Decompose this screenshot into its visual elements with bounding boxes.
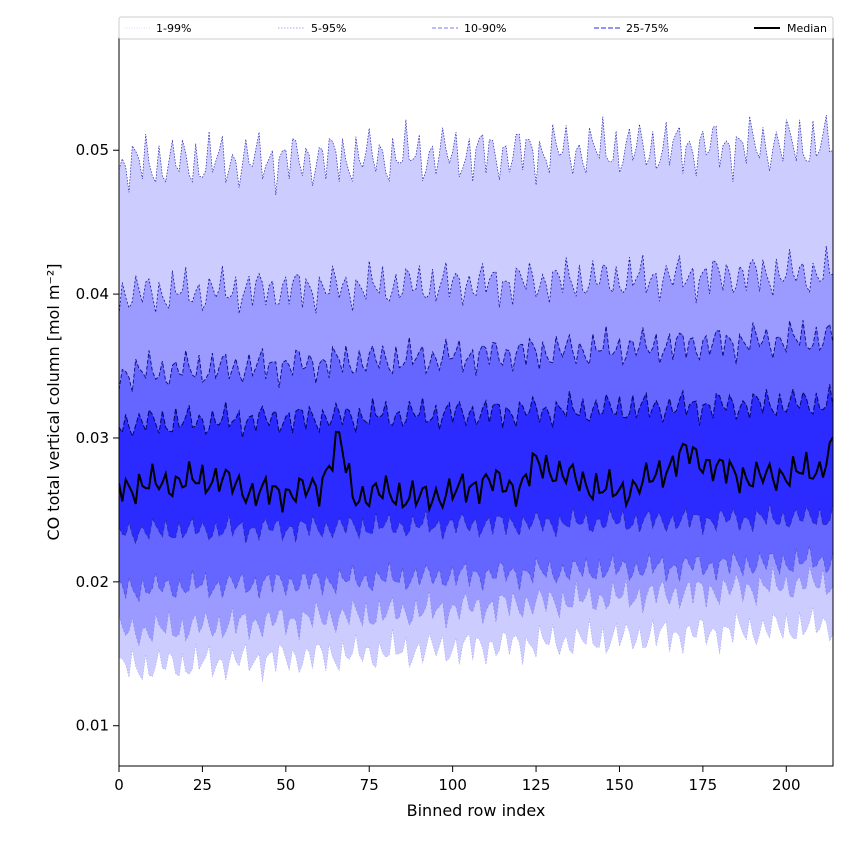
line-p75 (119, 384, 833, 439)
y-tick-label-0.05: 0.05 (76, 141, 109, 159)
y-tick-label-0.01: 0.01 (76, 717, 109, 735)
x-tick-label-75: 75 (360, 776, 379, 794)
y-axis-label: CO total vertical column [mol m⁻²] (44, 263, 63, 540)
x-tick-label-125: 125 (522, 776, 551, 794)
legend-label-4: Median (787, 22, 827, 35)
x-tick-label-175: 175 (689, 776, 718, 794)
legend-entry-0: 1-99% (124, 22, 191, 35)
x-tick-label-25: 25 (193, 776, 212, 794)
legend-entry-1: 5-95% (278, 22, 346, 35)
legend-label-2: 10-90% (464, 22, 506, 35)
line-p95 (119, 245, 833, 315)
percentile-bands (119, 115, 833, 682)
legend-label-0: 1-99% (156, 22, 191, 35)
y-tick-label-0.04: 0.04 (76, 285, 109, 303)
y-axis-ticks: 0.01 0.02 0.03 0.04 0.05 (76, 141, 119, 735)
x-axis-label: Binned row index (407, 801, 546, 820)
line-p90 (119, 320, 833, 392)
line-p10 (119, 545, 833, 603)
y-tick-label-0.02: 0.02 (76, 573, 109, 591)
legend-label-3: 25-75% (626, 22, 668, 35)
percentile-lines (119, 114, 833, 682)
y-tick-label-0.03: 0.03 (76, 429, 109, 447)
legend-label-1: 5-95% (311, 22, 346, 35)
band-25-75 (119, 384, 833, 544)
x-axis-ticks: 0 25 50 75 100 125 150 175 200 (114, 766, 801, 794)
legend-entry-4: Median (754, 22, 827, 35)
x-tick-label-0: 0 (114, 776, 124, 794)
line-p25 (119, 503, 833, 545)
legend-entry-2: 10-90% (432, 22, 506, 35)
line-p01 (119, 606, 833, 682)
x-tick-label-150: 150 (605, 776, 634, 794)
x-tick-label-100: 100 (438, 776, 467, 794)
legend-box (118, 16, 834, 40)
line-p05 (119, 565, 833, 646)
x-tick-label-200: 200 (772, 776, 801, 794)
x-tick-label-50: 50 (276, 776, 295, 794)
legend: 1-99% 5-95% 10-90% 25-75% Median (118, 16, 834, 40)
median-line (119, 430, 833, 513)
line-p99 (119, 114, 833, 196)
legend-entry-3: 25-75% (594, 22, 668, 35)
